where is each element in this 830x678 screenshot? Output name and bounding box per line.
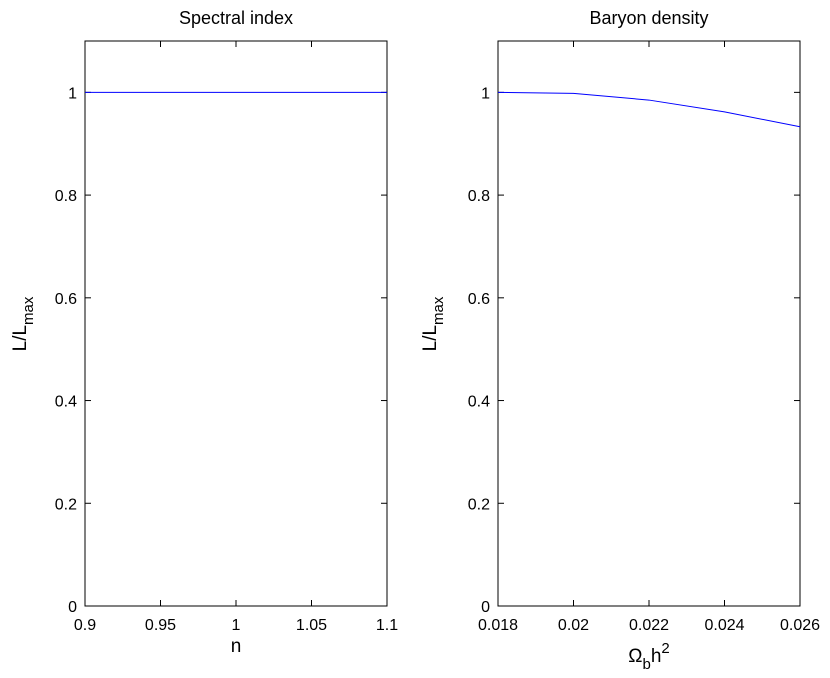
x-tick-label: 0.02 bbox=[558, 617, 589, 634]
y-ticks: 0 0.2 0.4 0.6 0.8 1 bbox=[468, 85, 800, 616]
x-tick-label: 1.05 bbox=[296, 617, 327, 634]
y-tick-label: 0.8 bbox=[468, 188, 490, 205]
y-axis-label-sub: max bbox=[20, 296, 37, 325]
x-axis-label-after: h bbox=[651, 646, 662, 667]
y-tick-label: 0.6 bbox=[468, 291, 490, 308]
x-ticks: 0.018 0.02 0.022 0.024 0.026 bbox=[478, 41, 820, 634]
panel-title: Spectral index bbox=[179, 8, 293, 28]
y-ticks: 0 0.2 0.4 0.6 0.8 1 bbox=[55, 85, 387, 616]
series-line bbox=[497, 91, 801, 128]
x-tick-label: 0.026 bbox=[780, 617, 820, 634]
y-tick-label: 1 bbox=[68, 85, 77, 102]
y-axis-label: L/Lmax bbox=[420, 296, 447, 351]
x-tick-label: 0.022 bbox=[629, 617, 669, 634]
x-tick-label: 1.1 bbox=[376, 617, 398, 634]
y-tick-label: 0.2 bbox=[55, 496, 77, 513]
x-axis-label-sub: b bbox=[642, 656, 650, 673]
panel-title: Baryon density bbox=[589, 8, 708, 28]
y-tick-label: 0.6 bbox=[55, 291, 77, 308]
y-axis-label: L/Lmax bbox=[10, 296, 37, 351]
x-tick-label: 0.018 bbox=[478, 617, 518, 634]
y-tick-label: 0 bbox=[68, 599, 77, 616]
y-axis-label-main: L/L bbox=[10, 325, 31, 351]
y-tick-label: 0.8 bbox=[55, 188, 77, 205]
y-tick-label: 1 bbox=[481, 85, 490, 102]
y-axis-label-main: L/L bbox=[420, 325, 441, 351]
x-tick-label: 0.95 bbox=[145, 617, 176, 634]
x-tick-label: 0.9 bbox=[74, 617, 96, 634]
y-tick-label: 0.4 bbox=[55, 394, 77, 411]
x-axis-label: n bbox=[231, 636, 242, 657]
x-tick-label: 1 bbox=[232, 617, 241, 634]
x-axis-label-main: Ω bbox=[628, 646, 642, 667]
y-axis-label-sub: max bbox=[430, 296, 447, 325]
y-tick-label: 0 bbox=[481, 599, 490, 616]
x-axis-label: Ωbh2 bbox=[628, 640, 669, 673]
panel-baryon-density: Baryon density 0.018 0.02 0.022 0.024 0.026 … bbox=[420, 8, 820, 673]
y-tick-label: 0.2 bbox=[468, 496, 490, 513]
x-axis-label-sup: 2 bbox=[661, 640, 669, 657]
panel-spectral-index: Spectral index 0.9 0.95 1 1.05 1.1 00.20.40.… bbox=[10, 8, 398, 657]
y-tick-label: 0.4 bbox=[468, 394, 490, 411]
x-ticks: 0.9 0.95 1 1.05 1.1 bbox=[74, 41, 398, 634]
x-tick-label: 0.024 bbox=[704, 617, 744, 634]
